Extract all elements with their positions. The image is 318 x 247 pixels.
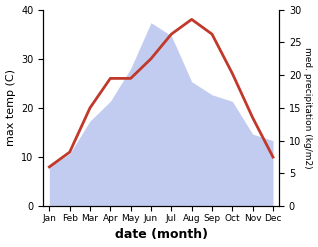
X-axis label: date (month): date (month) <box>115 228 208 242</box>
Y-axis label: med. precipitation (kg/m2): med. precipitation (kg/m2) <box>303 47 313 169</box>
Y-axis label: max temp (C): max temp (C) <box>5 69 16 146</box>
